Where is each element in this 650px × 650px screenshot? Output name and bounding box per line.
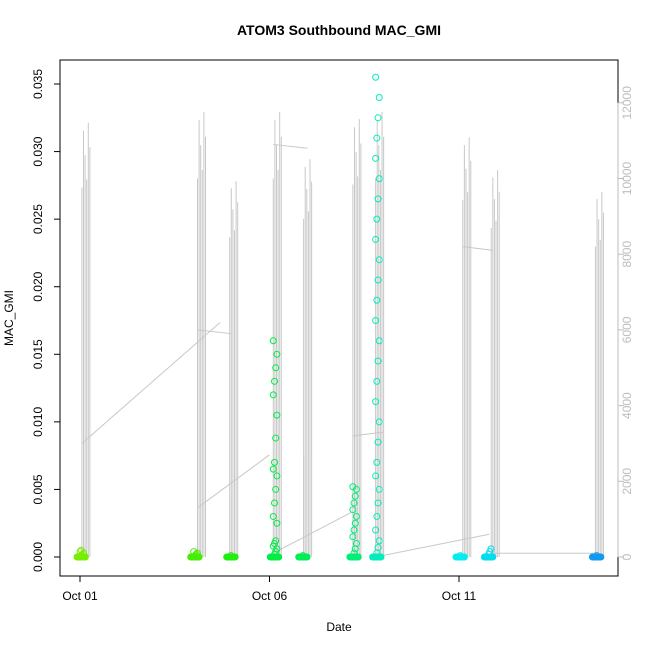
data-point [487, 545, 495, 553]
y-tick-label: 0.015 [31, 339, 45, 369]
data-point [372, 526, 380, 534]
y-axis-right: 0 2000 4000 6000 8000 10000 12000 [617, 86, 634, 560]
y-tick-label: 0.030 [31, 136, 45, 166]
y-tick-label: 0.000 [31, 542, 45, 572]
data-point-baseline [489, 553, 497, 561]
data-point [373, 377, 381, 385]
series-line-connector [197, 454, 270, 509]
x-axis: Oct 01 Oct 06 Oct 11 [62, 575, 477, 603]
data-point [352, 512, 360, 520]
series-line-connector [375, 533, 490, 558]
y2-tick-label: 4000 [620, 392, 634, 419]
data-point [349, 533, 357, 541]
data-point [77, 546, 85, 554]
x-tick-label: Oct 01 [62, 589, 98, 603]
data-point [272, 364, 280, 372]
data-point [373, 215, 381, 223]
data-point [273, 472, 281, 480]
data-point [372, 154, 380, 162]
data-point [373, 134, 381, 142]
data-point [372, 73, 380, 81]
chart-title: ATOM3 Southbound MAC_GMI [237, 22, 441, 38]
data-point-baseline [597, 553, 605, 561]
data-point [352, 539, 360, 547]
series-line-connector [197, 329, 232, 335]
data-point [272, 485, 280, 493]
data-point [270, 458, 278, 466]
series-line-connector [273, 511, 354, 554]
data-point [269, 391, 277, 399]
data-point [373, 512, 381, 520]
data-point [351, 492, 359, 500]
y2-tick-label: 0 [620, 553, 634, 560]
data-point [350, 526, 358, 534]
data-point-baseline [275, 553, 283, 561]
data-point [270, 377, 278, 385]
series-line-connector [81, 321, 221, 444]
data-point [372, 235, 380, 243]
data-point [272, 537, 280, 545]
data-point-baseline [231, 553, 239, 561]
series-line-connector [462, 246, 494, 251]
data-point [273, 350, 281, 358]
data-point [372, 472, 380, 480]
y-tick-label: 0.020 [31, 271, 45, 301]
y-axis-left: 0.000 0.005 0.010 0.015 0.020 0.025 0.030 0.035 [31, 69, 61, 572]
x-tick-label: Oct 06 [252, 589, 288, 603]
data-point [270, 499, 278, 507]
y2-tick-label: 12000 [620, 86, 634, 120]
y-tick-label: 0.010 [31, 407, 45, 437]
data-point [374, 195, 382, 203]
x-tick-label: Oct 11 [442, 589, 477, 603]
data-point [269, 337, 277, 345]
data-point [375, 94, 383, 102]
x-axis-label: Date [326, 620, 352, 634]
data-point [273, 411, 281, 419]
data-point [349, 483, 357, 491]
data-point [375, 337, 383, 345]
data-point [375, 537, 383, 545]
data-point [351, 519, 359, 527]
plot-frame [59, 59, 619, 577]
data-point [374, 114, 382, 122]
data-point [374, 544, 382, 552]
data-point [374, 276, 382, 284]
data-point [373, 296, 381, 304]
data-point [372, 317, 380, 325]
series-line-connector [352, 431, 384, 437]
data-point [269, 512, 277, 520]
data-point [273, 519, 281, 527]
data-point [272, 434, 280, 442]
data-point-baseline [303, 553, 311, 561]
data-point-baseline [81, 553, 89, 561]
data-point [374, 438, 382, 446]
data-point [350, 499, 358, 507]
data-point-baseline [195, 553, 203, 561]
y2-tick-label: 8000 [620, 241, 634, 268]
data-point [372, 398, 380, 406]
data-point [269, 465, 277, 473]
data-point [374, 357, 382, 365]
y2-tick-label: 10000 [620, 161, 634, 195]
secondary-series-lines [81, 111, 604, 558]
series-line-connector [273, 143, 308, 149]
data-points [73, 73, 605, 561]
y-tick-label: 0.025 [31, 204, 45, 234]
data-point [373, 458, 381, 466]
data-point-baseline [377, 553, 385, 561]
data-point [375, 256, 383, 264]
y-tick-label: 0.005 [31, 474, 45, 504]
y-tick-label: 0.035 [31, 69, 45, 99]
data-point-baseline [460, 553, 468, 561]
y2-tick-label: 2000 [620, 468, 634, 495]
data-point [375, 175, 383, 183]
data-point-baseline [354, 553, 362, 561]
data-point [375, 485, 383, 493]
y2-tick-label: 6000 [620, 316, 634, 343]
y-axis-label: MAC_GMI [2, 290, 16, 346]
data-point [375, 418, 383, 426]
data-point [374, 499, 382, 507]
data-point [349, 506, 357, 514]
